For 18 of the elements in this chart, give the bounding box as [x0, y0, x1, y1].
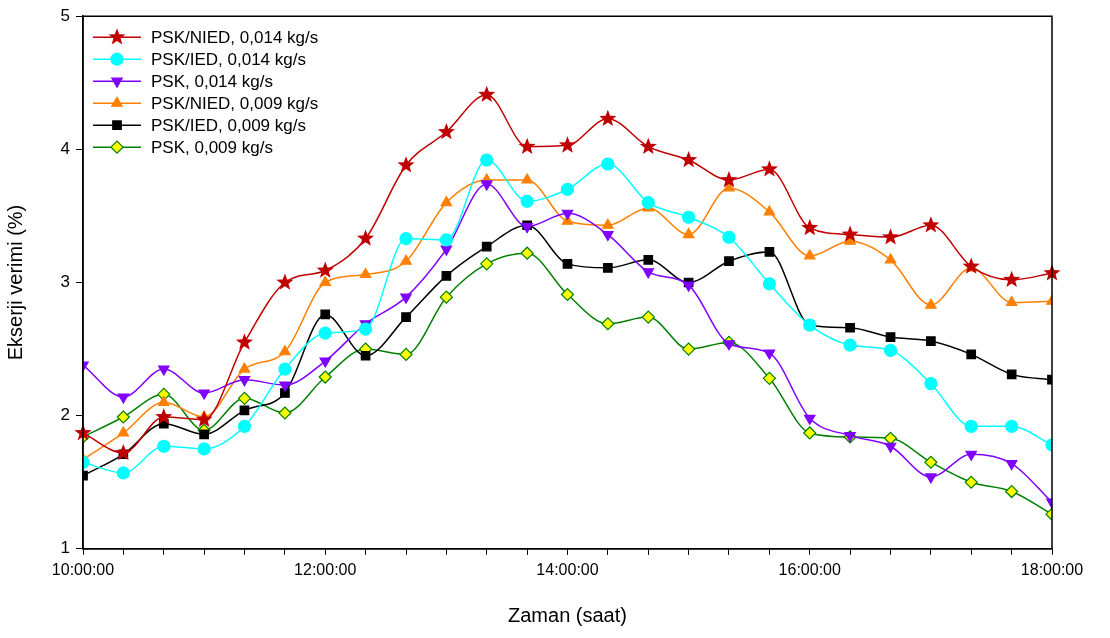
x-tick-label: 10:00:00	[51, 560, 115, 578]
legend-label: PSK, 0,009 kg/s	[151, 137, 273, 157]
x-tick-label: 12:00:00	[294, 560, 357, 578]
legend-label: PSK/NIED, 0,014 kg/s	[151, 27, 319, 47]
legend-label: PSK/NIED, 0,009 kg/s	[151, 93, 319, 113]
y-tick-label: 1	[60, 538, 70, 558]
y-tick-label: 5	[60, 5, 70, 25]
y-tick-label: 2	[60, 405, 70, 425]
legend-label: PSK, 0,014 kg/s	[151, 71, 273, 91]
x-axis-title: Zaman (saat)	[508, 603, 627, 626]
legend-label: PSK/IED, 0,014 kg/s	[151, 49, 306, 69]
legend-label: PSK/IED, 0,009 kg/s	[151, 115, 306, 135]
x-tick-label: 16:00:00	[778, 560, 841, 578]
y-tick-label: 4	[60, 139, 70, 159]
y-tick-label: 3	[60, 272, 70, 292]
x-tick-label: 18:00:00	[1020, 560, 1084, 578]
x-tick-label: 14:00:00	[536, 560, 599, 578]
y-axis-title: Ekserji verimi (%)	[3, 204, 26, 361]
